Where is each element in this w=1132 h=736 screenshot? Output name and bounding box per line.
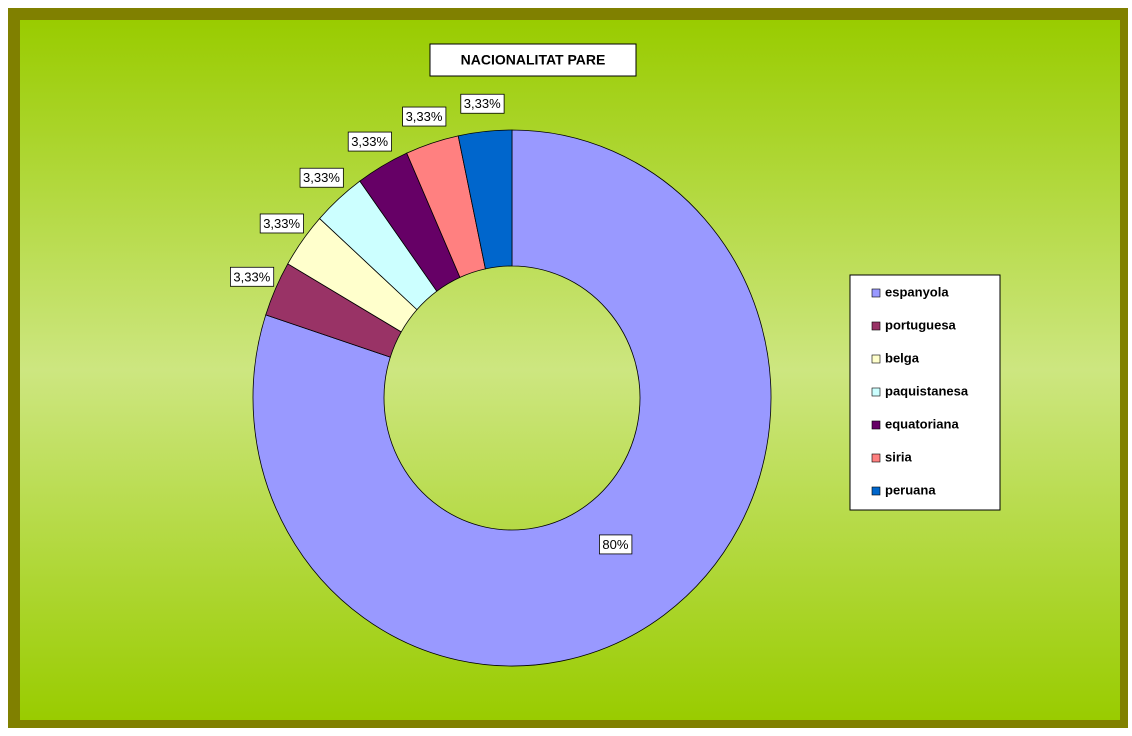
donut-slice [252,129,772,667]
title-box [429,43,637,77]
legend-label: portuguesa [885,317,957,332]
data-label: 3,33% [303,170,340,185]
legend-label: siria [885,449,913,464]
legend-label: espanyola [885,284,949,299]
data-label: 80% [602,537,628,552]
data-label: 3,33% [464,96,501,111]
data-label-box [599,534,633,555]
data-label: 3,33% [263,216,300,231]
data-label-box [299,167,344,188]
donut-slice [457,129,513,270]
data-label-box [230,266,275,287]
chart-title: NACIONALITAT PARE [461,52,606,68]
legend-label: paquistanesa [885,383,969,398]
legend-swatch [871,354,881,364]
data-label-box [347,131,392,152]
data-label-box [259,213,304,234]
legend-swatch [871,453,881,463]
data-label-box [402,106,447,127]
legend-label: belga [885,350,920,365]
legend-swatch [871,321,881,331]
data-label: 3,33% [233,269,270,284]
legend-label: equatoriana [885,416,959,431]
legend-label: peruana [885,482,936,497]
data-label: 3,33% [406,109,443,124]
legend-swatch [871,420,881,430]
data-label: 3,33% [351,134,388,149]
legend-swatch [871,486,881,496]
legend-swatch [871,387,881,397]
legend-swatch [871,288,881,298]
data-label-box [460,93,505,114]
